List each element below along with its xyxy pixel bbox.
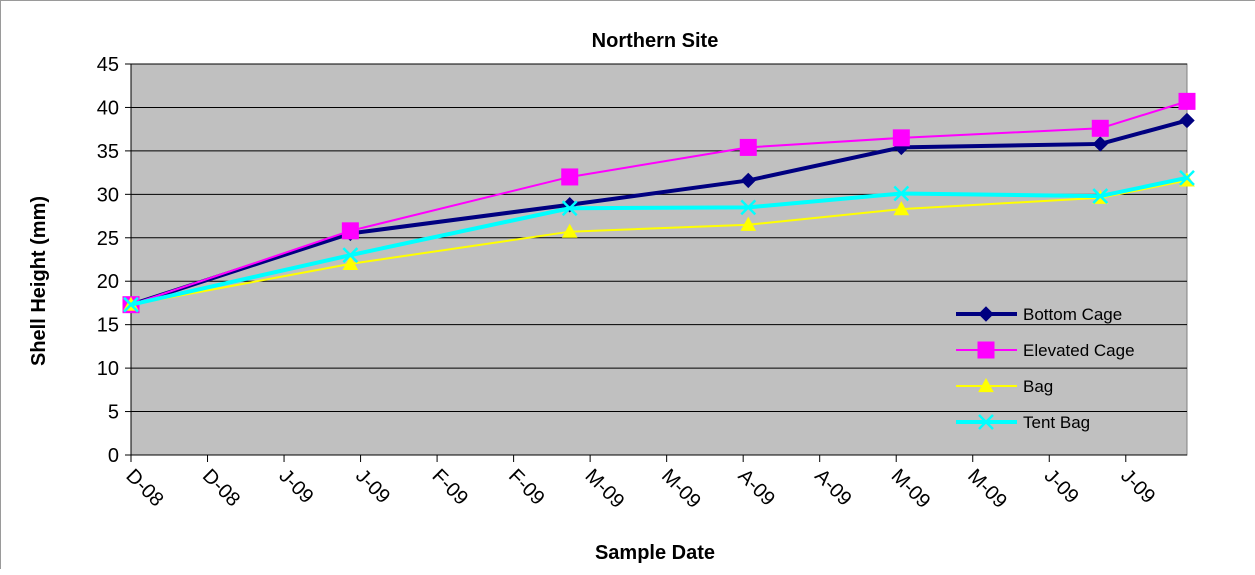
y-tick-label: 20 [97,271,119,293]
y-tick-label: 25 [97,228,119,250]
data-point [1092,188,1109,204]
y-tick-label: 15 [97,315,119,337]
data-point [1179,169,1195,186]
x-tick-label: F-09 [504,465,549,510]
data-point [740,172,756,189]
data-point [1179,112,1195,129]
legend-marker [978,306,994,322]
data-point [740,216,757,231]
x-tick-label: A-09 [810,465,855,510]
marker-stroke [342,247,359,264]
legend-marker [978,414,994,430]
marker-stroke [893,185,910,202]
data-point [342,247,359,264]
x-tick-label: M-09 [963,465,1011,513]
y-tick-label: 35 [97,141,119,163]
data-point [892,129,910,147]
y-tick-label: 0 [108,445,119,467]
legend-label: Elevated Cage [1023,341,1135,360]
data-point [123,296,139,313]
x-tick-label: D-08 [198,465,244,511]
y-axis-label: Shell Height (mm) [28,196,50,366]
marker-stroke [123,296,139,313]
plot-background [130,63,1188,456]
legend-item: Bag [956,377,1053,396]
marker-stroke [740,199,757,216]
x-tick-label: M-09 [657,465,705,513]
x-axis-label: Sample Date [595,542,715,564]
legend-item: Bottom Cage [956,305,1122,324]
x-tick-label: M-09 [581,465,629,513]
x-tick-label: F-09 [428,465,473,510]
y-tick-label: 10 [97,358,119,380]
data-point [739,138,757,156]
legend-label: Bag [1023,377,1053,396]
marker-stroke [1179,169,1195,186]
marker-stroke [561,200,578,217]
x-tick-label: D-08 [121,465,167,511]
x-tick-label: M-09 [887,465,935,513]
x-tick-label: J-09 [275,465,318,508]
y-tick-label: 30 [97,184,119,206]
plot-area [130,63,1188,456]
legend-label: Bottom Cage [1023,305,1122,324]
data-point [561,200,578,217]
data-point [893,201,910,216]
data-point [561,168,579,186]
legend-item: Tent Bag [956,413,1090,432]
legend-marker [977,341,995,359]
x-tick-label: J-09 [1116,465,1159,508]
y-tick-label: 45 [97,54,119,76]
series-tent-bag [123,169,1195,313]
data-point [740,199,757,216]
x-tick-label: A-09 [734,465,779,510]
legend-marker [978,377,994,393]
data-point [893,185,910,202]
x-tick-label: J-09 [1040,465,1083,508]
y-tick-label: 40 [97,97,119,119]
marker-stroke [978,414,994,430]
marker-stroke [1092,188,1109,204]
legend-label: Tent Bag [1023,413,1090,432]
legend: Bottom Cage Elevated Cage Bag Tent Bag [956,305,1135,432]
series-group [122,92,1196,314]
data-point [1178,92,1196,110]
data-point [1091,119,1109,137]
chart-title: Northern Site [592,30,719,52]
x-axis: D-08 D-08 J-09 J-09 F-09 F-09 M-09 M-09 A-09 A-09… [121,454,1187,513]
y-axis: 0 5 10 15 20 25 30 35 40 45 [97,54,132,467]
y-tick-label: 5 [108,402,119,424]
legend-item: Elevated Cage [956,341,1135,360]
x-tick-label: J-09 [351,465,394,508]
data-point [1092,136,1108,152]
data-point [341,222,359,240]
data-point [561,223,578,238]
data-point [342,255,359,270]
